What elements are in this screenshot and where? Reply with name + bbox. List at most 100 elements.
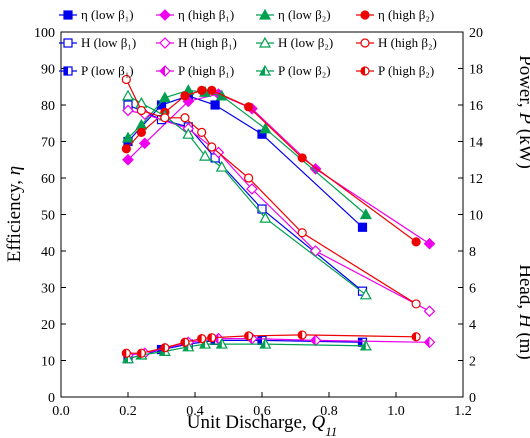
data-point [136,105,146,116]
data-point [122,153,134,166]
data-point [121,144,131,154]
legend-label: η (low β₂) [278,7,331,22]
data-point [258,36,272,48]
data-point [180,337,190,347]
y-left-tick-label: 70 [41,136,55,151]
data-point [182,127,195,139]
data-point [180,113,190,123]
data-point [244,173,254,183]
data-point [207,142,217,152]
data-point [160,343,170,353]
data-point [259,211,272,223]
legend-label: P (high β₂) [378,63,434,78]
data-point [360,10,370,20]
data-point [159,9,171,21]
data-point [197,334,207,344]
legend-label: P (low β₂) [278,63,331,78]
series-layer [121,74,436,364]
y-left-tick-label: 50 [41,209,55,224]
series [121,89,372,300]
series [121,84,372,220]
legend-item: η (low β₂) [256,7,331,22]
data-point [197,85,207,96]
legend-item: H (low β₁) [59,35,136,50]
series [121,330,421,358]
y-axis-right-head-title: Head, H (m) [515,264,530,360]
y-right-tick-label: 6 [469,282,476,297]
data-point [63,66,73,76]
data-point [122,104,134,117]
legend-label: η (low β₁) [81,7,134,22]
y-axis-right-power-title: Power, P (kW) [515,55,530,169]
series-line [127,104,363,292]
data-point [180,91,190,101]
data-point [121,131,135,143]
data-point [63,38,73,48]
x-tick-label: 0.4 [186,404,204,419]
axes-layer: 0.0 0.2 0.4 0.6 0.8 1.0 1.20102030405060708090… [34,26,483,419]
y-left-tick-label: 0 [48,391,55,406]
legend-item: P (high β₂) [356,63,434,78]
data-point [215,337,228,349]
data-point [423,336,436,349]
data-point [411,237,421,247]
y-left-tick-label: 100 [34,26,55,41]
legend-item: P (low β₂) [256,63,331,78]
data-point [121,74,131,85]
data-point [359,288,372,300]
legend-item: η (high β₂) [356,7,434,22]
data-point [297,153,307,163]
legend-label: P (high β₁) [178,63,234,78]
y-right-tick-label: 2 [469,355,476,370]
data-point [246,183,258,195]
data-point [360,66,370,76]
data-point [297,228,307,238]
y-left-tick-label: 30 [41,282,55,297]
legend-item: P (high β₁) [156,63,234,78]
data-point [359,339,372,351]
legend-label: H (low β₁) [81,35,136,50]
data-point [423,305,436,318]
y-left-tick-label: 10 [41,355,55,370]
x-tick-label: 0.6 [253,404,271,419]
y-right-tick-label: 12 [469,172,483,187]
data-point [357,222,368,232]
data-point [136,127,146,137]
data-point [259,122,272,134]
y-axis-left-title: Efficiency, η [4,166,25,262]
data-point [258,8,272,20]
x-tick-label: 0.8 [320,404,338,419]
x-tick-label: 1.0 [387,404,405,419]
x-tick-label: 0.0 [52,404,70,419]
y-right-tick-label: 0 [469,391,476,406]
x-axis-title: Unit Discharge, Q11 [187,412,338,438]
x-tick-label: 0.2 [119,404,137,419]
legend-item: H (low β₂) [256,35,333,50]
series [121,74,421,309]
y-right-tick-label: 10 [469,209,483,224]
data-point [244,331,254,341]
data-point [360,38,370,48]
data-point [159,37,171,49]
data-point [423,237,436,250]
y-right-tick-label: 14 [469,136,483,151]
legend-item: η (low β₁) [59,7,134,22]
data-point [121,89,135,101]
legend-label: H (high β₂) [378,35,437,50]
legend-item: η (high β₁) [156,7,234,22]
legend-item: H (high β₁) [156,35,237,50]
y-right-tick-label: 18 [469,63,483,78]
y-right-tick-label: 16 [469,99,483,114]
data-point [197,127,207,137]
data-point [138,137,151,150]
y-right-tick-label: 20 [469,26,483,41]
data-point [411,332,421,342]
y-left-tick-label: 90 [41,63,55,78]
legend-label: η (high β₁) [178,7,234,22]
data-point [215,160,228,172]
legend-item: P (low β₁) [59,63,134,78]
legend-label: H (low β₂) [278,35,333,50]
data-point [158,91,171,103]
legend-item: H (high β₂) [356,35,437,50]
